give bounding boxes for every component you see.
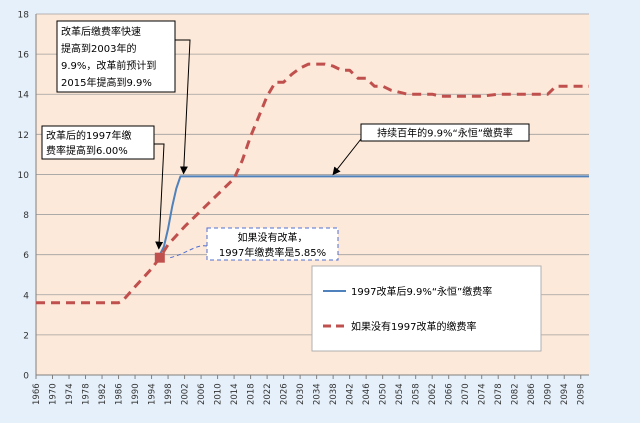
series-line-0	[158, 175, 589, 256]
annotation-permanent: 持续百年的9.9%“永恒”缴费率	[360, 123, 530, 142]
y-tick-label: 2	[23, 331, 29, 341]
legend-box	[311, 265, 542, 352]
annotation-2003-box	[56, 20, 176, 93]
x-tick-label: 1970	[49, 383, 59, 405]
x-tick-label: 1994	[148, 383, 158, 405]
x-tick-label: 2070	[461, 383, 471, 405]
x-tick-label: 2074	[478, 383, 488, 405]
annotation-permanent-text: 持续百年的9.9%“永恒”缴费率	[377, 127, 513, 140]
y-tick-label: 14	[18, 91, 30, 101]
x-tick-label: 2058	[412, 383, 422, 405]
x-tick-label: 2050	[379, 383, 389, 405]
annotation-permanent-arrow	[332, 138, 362, 176]
x-tick-label: 2014	[230, 383, 240, 405]
y-tick-label: 12	[18, 131, 29, 141]
y-tick-label: 0	[23, 372, 29, 382]
x-tick-label: 2038	[329, 383, 339, 405]
annotation-permanent-box	[360, 123, 530, 142]
y-tick-label: 6	[23, 251, 29, 261]
annotation-2003-text: 改革后缴费率快速	[61, 25, 141, 38]
x-tick-label: 2022	[263, 383, 273, 405]
y-tick-label: 4	[23, 291, 29, 301]
x-tick-label: 2042	[346, 383, 356, 405]
y-tick-label: 18	[18, 11, 30, 21]
x-tick-label: 2094	[560, 383, 570, 405]
annotation-no-reform-text: 1997年缴费率是5.85%	[219, 246, 326, 259]
x-tick-label: 1978	[82, 383, 92, 405]
legend-label-0: 1997改革后9.9%“永恒”缴费率	[351, 285, 492, 298]
x-tick-label: 2030	[296, 383, 306, 405]
annotation-2003-text: 提高到2003年的	[61, 42, 136, 55]
x-tick-label: 1982	[98, 383, 108, 405]
x-tick-label: 2082	[511, 383, 521, 405]
annotation-no-reform-connector	[169, 245, 208, 259]
x-tick-label: 2054	[395, 383, 405, 405]
x-tick-label: 1986	[115, 383, 125, 405]
series-line-1	[36, 62, 589, 305]
annotation-2003-text: 2015年提高到9.9%	[61, 76, 152, 89]
x-tick-label: 1990	[131, 383, 141, 405]
y-tick-label: 8	[23, 211, 29, 221]
x-tick-label: 2002	[181, 383, 191, 405]
x-tick-label: 1966	[32, 383, 42, 405]
x-tick-label: 2086	[527, 383, 537, 405]
annotation-2003-arrow	[175, 39, 191, 175]
x-tick-label: 2098	[577, 383, 587, 405]
x-tick-label: 2018	[247, 383, 257, 405]
y-tick-label: 16	[18, 51, 30, 61]
1997-point	[154, 252, 165, 263]
annotation-no-reform-box	[206, 227, 339, 261]
x-tick-label: 2090	[544, 383, 554, 405]
x-tick-label: 2066	[445, 383, 455, 405]
x-tick-label: 1998	[164, 383, 174, 405]
x-tick-label: 2010	[214, 383, 224, 405]
annotation-1997-text: 改革后的1997年缴	[46, 129, 131, 142]
x-tick-label: 2006	[197, 383, 207, 405]
annotation-1997-box	[41, 125, 155, 160]
annotation-no-reform: 如果没有改革， 1997年缴费率是5.85%	[206, 227, 339, 261]
annotation-1997-text: 费率提高到6.00%	[46, 144, 128, 157]
y-tick-label: 10	[18, 171, 30, 181]
x-tick-label: 2062	[428, 383, 438, 405]
x-tick-label: 2026	[280, 383, 290, 405]
annotation-1997-arrow	[154, 143, 165, 250]
legend-label-1: 如果没有1997改革的缴费率	[351, 320, 476, 333]
annotation-no-reform-text: 如果没有改革，	[238, 231, 308, 244]
x-tick-label: 1974	[65, 383, 75, 405]
x-tick-label: 2034	[313, 383, 323, 405]
annotation-2003-text: 9.9%，改革前预计到	[61, 59, 156, 72]
x-tick-label: 2078	[494, 383, 504, 405]
x-tick-label: 2046	[362, 383, 372, 405]
